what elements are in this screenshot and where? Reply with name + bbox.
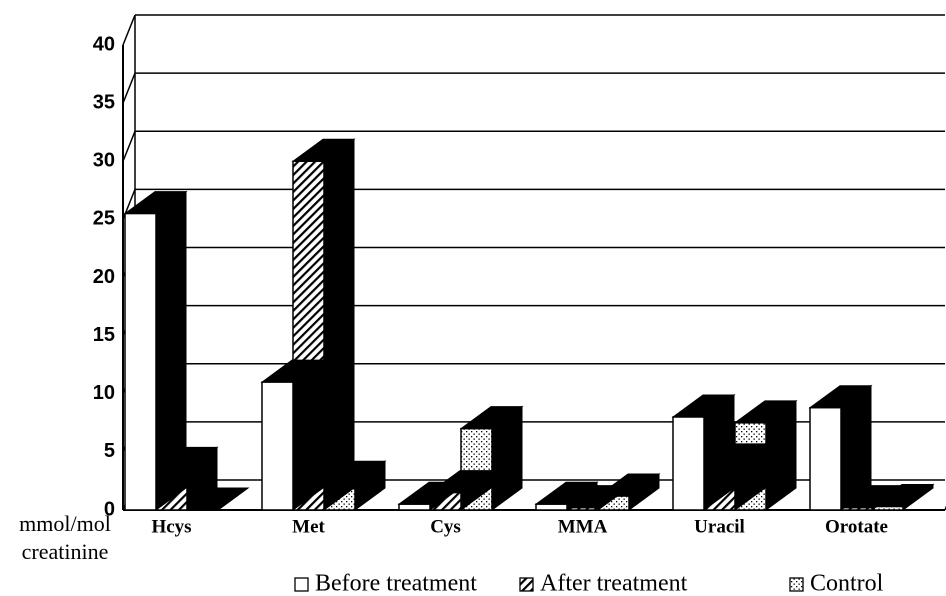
bar [124,212,157,511]
bar-group [534,481,599,511]
legend-swatch [789,577,804,592]
legend-label: Before treatment [315,571,477,596]
bar-group [671,394,736,511]
legend-swatch [294,577,309,592]
bar-group [260,359,325,511]
bar-group [123,190,188,511]
bar [566,506,599,511]
grid-line [122,14,136,46]
bar [809,406,842,511]
legend-swatch [519,577,534,592]
bar [672,416,705,511]
y-tick-label: 35 [93,91,115,113]
y-tick-label: 15 [93,324,115,346]
x-tick-label: Uracil [694,516,745,537]
bar-group [870,483,935,511]
bar-group [808,384,873,511]
legend-label: After treatment [540,571,688,596]
y-tick-label: 0 [104,498,115,520]
y-tick-label: 25 [93,208,115,230]
bar-side [155,190,187,511]
grid-line [122,130,136,162]
grid-line [122,72,136,104]
bar-side [323,138,355,511]
y-tick-label: 30 [93,150,115,172]
bar [535,503,568,511]
y-tick-label: 40 [93,33,115,55]
x-tick-label: MMA [558,516,608,537]
bar [261,381,294,511]
x-tick-label: Orotate [825,516,888,537]
y-tick-label: 10 [93,382,115,404]
bar [398,503,431,511]
bar-group [397,481,462,511]
bar-side [292,359,324,511]
y-tick-label: 5 [104,440,115,462]
bar [840,506,873,511]
x-tick-label: Cys [430,516,461,537]
x-tick-label: Met [292,516,325,537]
x-tick-label: Hcys [151,516,191,537]
y-axis-label: mmol/mol creatinine [19,511,111,564]
y-tick-label: 20 [93,266,115,288]
legend-label: Control [810,571,884,596]
